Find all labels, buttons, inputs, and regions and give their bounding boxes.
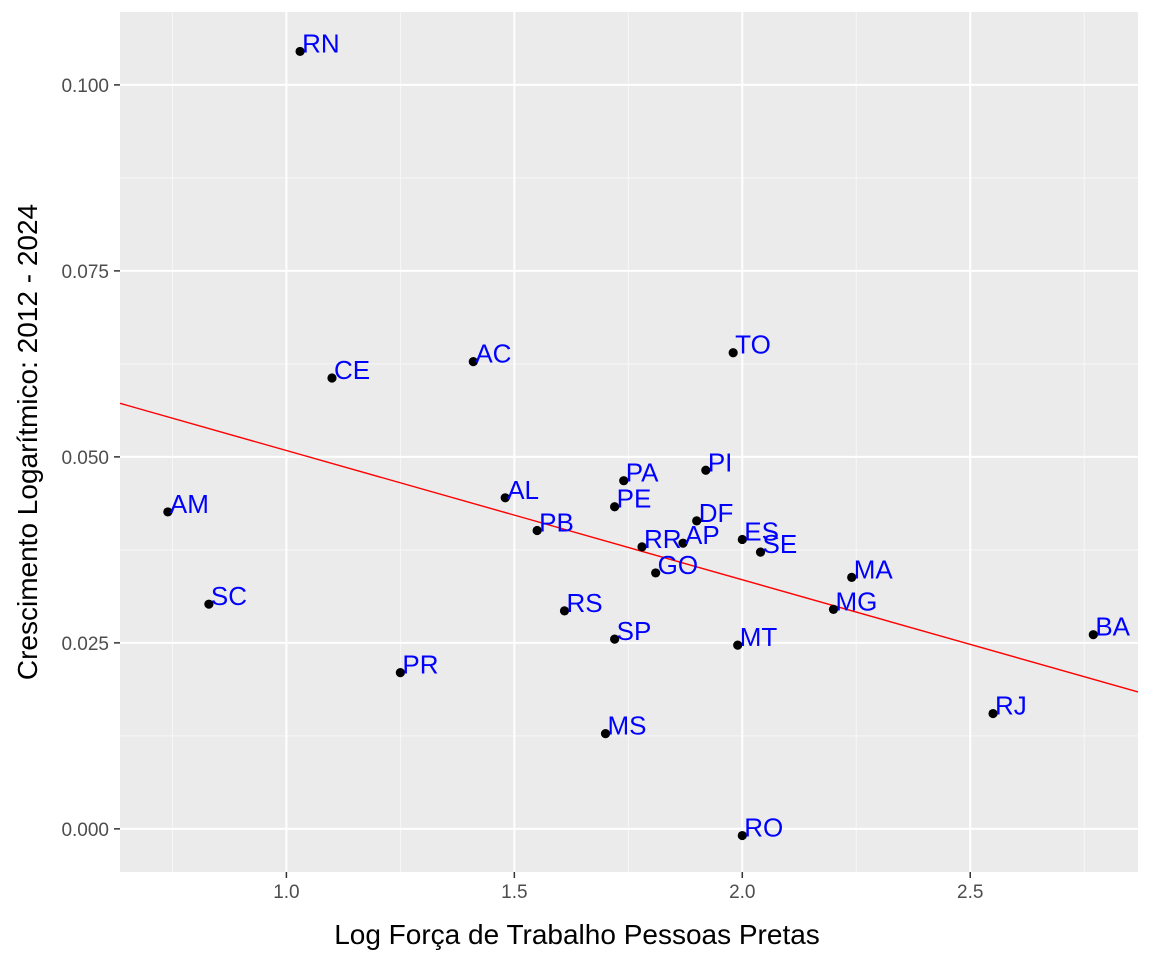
data-point-ce bbox=[327, 373, 337, 383]
data-point-al bbox=[500, 493, 510, 503]
x-axis-ticks: 1.0 1.5 2.0 2.5 bbox=[273, 872, 983, 903]
point-label-ma: MA bbox=[854, 554, 894, 584]
data-point-mt bbox=[733, 640, 743, 650]
data-point-sc bbox=[204, 599, 214, 609]
x-tick-label: 2.5 bbox=[957, 882, 983, 903]
point-label-sp: SP bbox=[617, 616, 652, 646]
point-label-pa: PA bbox=[626, 458, 659, 488]
point-label-mg: MG bbox=[835, 586, 877, 616]
panel-background bbox=[120, 12, 1138, 872]
y-tick-label: 0.075 bbox=[61, 262, 109, 283]
y-tick-label: 0.025 bbox=[61, 634, 109, 655]
point-label-rj: RJ bbox=[995, 691, 1027, 721]
data-point-ba bbox=[1088, 630, 1098, 640]
y-tick-label: 0.100 bbox=[61, 76, 109, 97]
point-label-df: DF bbox=[699, 498, 734, 528]
point-label-rs: RS bbox=[566, 588, 602, 618]
y-axis-ticks: 0.000 0.025 0.050 0.075 0.100 bbox=[61, 76, 120, 841]
point-label-ac: AC bbox=[475, 339, 511, 369]
point-label-to: TO bbox=[735, 330, 771, 360]
data-point-rj bbox=[988, 708, 998, 719]
point-label-go: GO bbox=[658, 550, 698, 580]
point-label-mt: MT bbox=[740, 622, 778, 652]
minor-grid bbox=[120, 12, 1138, 872]
point-label-rr: RR bbox=[644, 524, 682, 554]
point-label-ms: MS bbox=[608, 711, 647, 741]
x-axis-title: Log Força de Trabalho Pessoas Pretas bbox=[334, 919, 820, 950]
data-point-df bbox=[692, 516, 702, 526]
data-point-es bbox=[737, 534, 747, 545]
x-tick-label: 1.0 bbox=[273, 882, 299, 903]
data-point-rn bbox=[295, 46, 305, 57]
data-point-ac bbox=[468, 357, 478, 367]
y-axis-title: Crescimento Logarítmico: 2012 - 2024 bbox=[12, 204, 43, 680]
data-point-am bbox=[163, 507, 173, 517]
y-tick-label: 0.000 bbox=[61, 820, 109, 841]
x-tick-label: 2.0 bbox=[729, 882, 755, 903]
data-point-rs bbox=[559, 606, 570, 616]
data-point-se bbox=[755, 547, 766, 557]
data-point-pr bbox=[395, 668, 405, 678]
data-point-mg bbox=[828, 604, 839, 614]
data-point-rr bbox=[637, 542, 647, 552]
point-label-pe: PE bbox=[617, 484, 652, 514]
point-label-ce: CE bbox=[334, 355, 370, 385]
data-point-pb bbox=[532, 525, 542, 536]
point-label-pr: PR bbox=[402, 650, 438, 680]
data-point-pa bbox=[619, 476, 629, 486]
point-label-ap: AP bbox=[685, 520, 720, 550]
point-label-pi: PI bbox=[708, 447, 733, 477]
data-point-ms bbox=[600, 729, 611, 739]
data-point-ro bbox=[737, 830, 747, 841]
data-point-ap bbox=[678, 538, 688, 548]
point-label-se: SE bbox=[763, 529, 798, 559]
point-label-al: AL bbox=[507, 475, 539, 505]
point-label-ba: BA bbox=[1095, 612, 1130, 642]
data-point-to bbox=[728, 348, 738, 358]
data-point-ma bbox=[847, 572, 857, 582]
x-tick-label: 1.5 bbox=[501, 882, 527, 903]
data-point-sp bbox=[610, 634, 620, 644]
point-label-sc: SC bbox=[211, 581, 247, 611]
trend-line bbox=[119, 402, 1139, 693]
data-point-pi bbox=[701, 465, 711, 475]
trend-line-group bbox=[119, 402, 1139, 693]
point-label-pb: PB bbox=[539, 508, 574, 538]
points-group bbox=[163, 46, 1098, 841]
point-label-ro: RO bbox=[744, 813, 783, 843]
data-point-pe bbox=[610, 502, 620, 512]
y-tick-label: 0.050 bbox=[61, 448, 109, 469]
point-label-es: ES bbox=[744, 516, 779, 546]
data-point-go bbox=[651, 568, 661, 578]
major-grid bbox=[120, 12, 1138, 872]
point-label-am: AM bbox=[170, 489, 209, 519]
point-label-rn: RN bbox=[302, 28, 340, 58]
